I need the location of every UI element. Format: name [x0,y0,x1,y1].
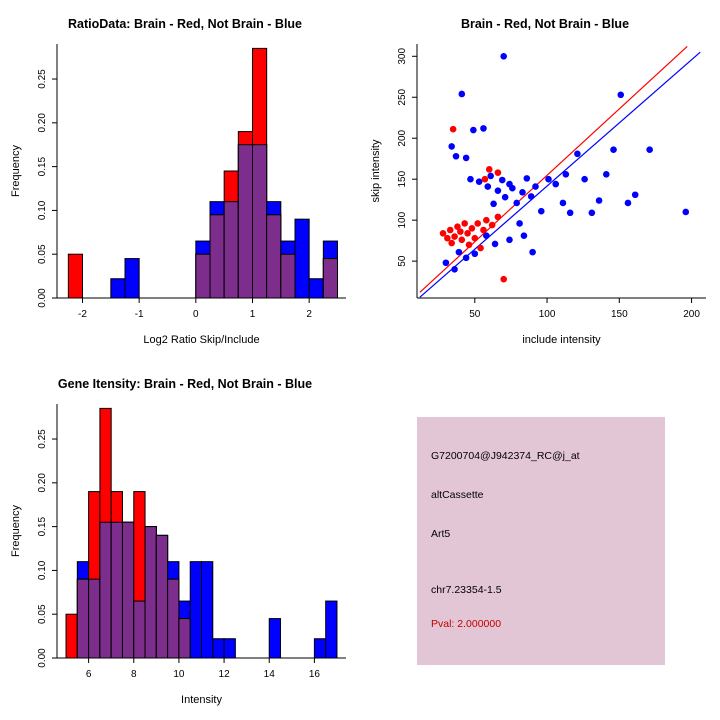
svg-text:150: 150 [611,309,628,320]
svg-text:Frequency: Frequency [10,505,22,557]
svg-text:16: 16 [309,669,321,680]
ratio-histogram-title: RatioData: Brain - Red, Not Brain - Blue [67,17,303,31]
svg-text:0.25: 0.25 [37,69,48,89]
svg-text:0.25: 0.25 [37,429,48,449]
svg-text:0.15: 0.15 [37,156,48,176]
svg-text:14: 14 [264,669,276,680]
svg-text:skip intensity: skip intensity [370,139,382,202]
intensity-scatter-title: Brain - Red, Not Brain - Blue [460,17,630,31]
pval-text: Pval: 2.000000 [431,618,502,630]
svg-text:50: 50 [397,255,408,267]
svg-text:0: 0 [193,309,199,320]
svg-text:50: 50 [469,309,481,320]
svg-text:0.10: 0.10 [37,200,48,220]
panel-intensity-scatter: Brain - Red, Not Brain - Blue 50 100 150 20… [360,0,720,360]
svg-text:0.00: 0.00 [37,288,48,308]
gene-name-text: Art5 [431,528,451,540]
svg-text:200: 200 [397,129,408,146]
panel-gene-intensity-histogram: Gene Itensity: Brain - Red, Not Brain - … [0,360,360,720]
intensity-scatter-chart: 50 100 150 200 50 100 150 200 250 300 include inte… [370,44,706,346]
location-text: chr7.23354-1.5 [431,584,502,596]
panel-info: G7200704@J942374_RC@j_at altCassette Art… [360,360,720,720]
svg-text:Frequency: Frequency [10,145,22,197]
svg-text:0.10: 0.10 [37,560,48,580]
svg-text:200: 200 [683,309,700,320]
svg-text:0.00: 0.00 [37,648,48,668]
svg-text:Intensity: Intensity [181,694,222,706]
svg-text:6: 6 [86,669,92,680]
svg-text:8: 8 [131,669,137,680]
svg-text:Log2 Ratio Skip/Include: Log2 Ratio Skip/Include [143,334,259,346]
svg-text:0.05: 0.05 [37,604,48,624]
svg-text:0.05: 0.05 [37,244,48,264]
panel-ratio-histogram: RatioData: Brain - Red, Not Brain - Blue… [0,0,360,360]
event-type-text: altCassette [431,489,484,501]
svg-text:250: 250 [397,88,408,105]
svg-text:100: 100 [397,211,408,228]
ratio-histogram-chart: -2 -1 0 1 2 0.00 0.05 0.10 0.15 0.20 0.25 Log2 Rati… [10,44,346,346]
svg-text:150: 150 [397,170,408,187]
svg-text:1: 1 [250,309,256,320]
gene-intensity-histogram-title: Gene Itensity: Brain - Red, Not Brain - … [57,377,313,391]
svg-text:0.20: 0.20 [37,113,48,133]
svg-text:include intensity: include intensity [522,334,601,346]
svg-text:-1: -1 [135,309,144,320]
svg-text:100: 100 [539,309,556,320]
svg-text:12: 12 [219,669,231,680]
gene-intensity-histogram-chart: 6 8 10 12 14 16 0.00 0.05 0.10 0.15 0.20 0.25 Intens… [10,404,346,706]
info-box: G7200704@J942374_RC@j_at altCassette Art… [417,417,665,665]
probe-id-text: G7200704@J942374_RC@j_at [431,450,580,462]
svg-text:-2: -2 [78,309,87,320]
svg-text:0.15: 0.15 [37,516,48,536]
svg-text:10: 10 [173,669,185,680]
svg-text:2: 2 [306,309,312,320]
svg-text:300: 300 [397,48,408,65]
svg-text:0.20: 0.20 [37,473,48,493]
